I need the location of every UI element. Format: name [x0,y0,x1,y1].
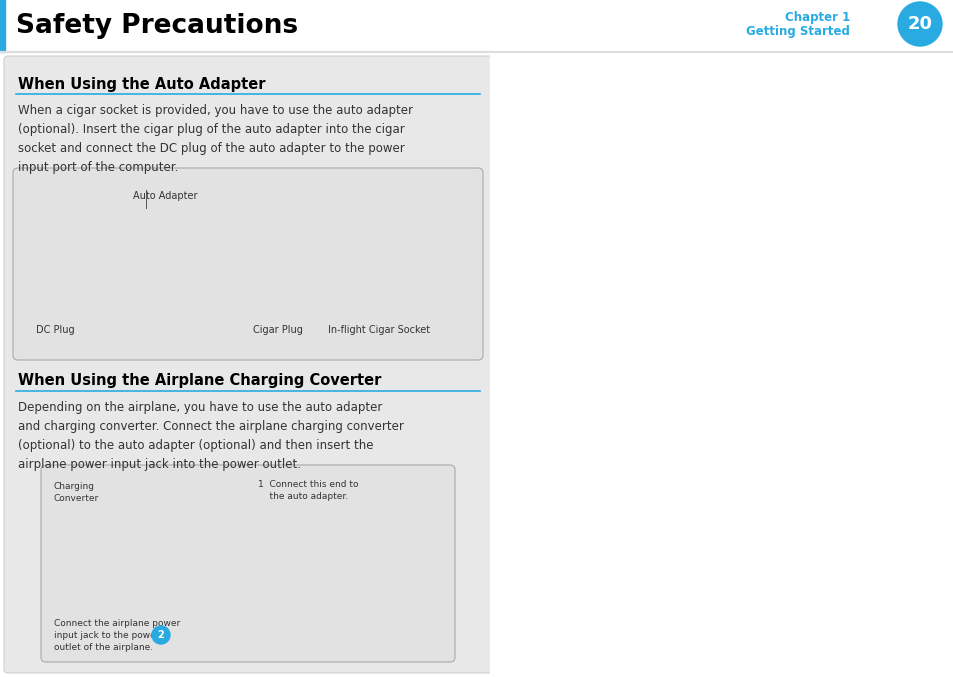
Text: Auto Adapter: Auto Adapter [132,191,197,201]
Text: In-flight Cigar Socket: In-flight Cigar Socket [328,325,430,335]
Text: Charging
Converter: Charging Converter [54,482,99,503]
FancyBboxPatch shape [4,56,492,673]
Text: When a cigar socket is provided, you have to use the auto adapter
(optional). In: When a cigar socket is provided, you hav… [18,104,413,174]
FancyBboxPatch shape [41,465,455,662]
Text: Depending on the airplane, you have to use the auto adapter
and charging convert: Depending on the airplane, you have to u… [18,401,403,471]
Text: Getting Started: Getting Started [745,24,849,37]
Text: Connect the airplane power
input jack to the power
outlet of the airplane.: Connect the airplane power input jack to… [54,619,180,651]
Text: Cigar Plug: Cigar Plug [253,325,302,335]
Text: 1  Connect this end to
    the auto adapter.: 1 Connect this end to the auto adapter. [257,480,358,501]
FancyBboxPatch shape [13,168,482,360]
Text: DC Plug: DC Plug [36,325,74,335]
Bar [0,0,5,52]
Circle shape [897,2,941,46]
Text: Chapter 1: Chapter 1 [784,11,849,24]
Text: 20: 20 [906,15,931,33]
Text: When Using the Airplane Charging Coverter: When Using the Airplane Charging Coverte… [18,374,381,389]
Text: When Using the Auto Adapter: When Using the Auto Adapter [18,77,265,91]
Text: Safety Precautions: Safety Precautions [16,13,297,39]
Circle shape [152,626,170,644]
Bar [0,0,953,52]
Bar [490,0,953,677]
Text: 2: 2 [157,630,164,640]
